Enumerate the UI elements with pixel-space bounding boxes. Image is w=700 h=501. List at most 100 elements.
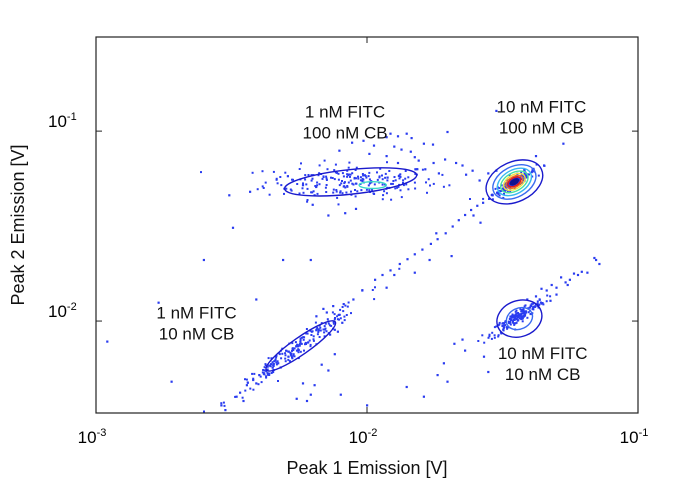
data-point bbox=[497, 193, 500, 196]
data-point bbox=[327, 214, 330, 217]
data-point bbox=[339, 393, 342, 396]
data-point bbox=[157, 301, 160, 304]
data-point bbox=[448, 184, 451, 187]
data-point bbox=[523, 168, 526, 171]
data-point bbox=[493, 334, 496, 337]
data-point bbox=[330, 176, 332, 179]
data-point bbox=[293, 347, 296, 350]
data-point bbox=[508, 181, 511, 184]
data-point bbox=[549, 299, 552, 302]
data-point bbox=[465, 173, 468, 176]
data-point bbox=[317, 329, 320, 332]
data-point bbox=[537, 303, 540, 306]
data-point bbox=[343, 315, 346, 318]
data-point bbox=[325, 179, 328, 181]
data-point bbox=[364, 174, 366, 177]
data-point bbox=[314, 185, 317, 187]
data-point bbox=[306, 200, 309, 203]
data-point bbox=[316, 184, 319, 187]
data-point bbox=[170, 380, 173, 383]
data-point bbox=[394, 179, 397, 182]
data-point bbox=[371, 289, 374, 291]
data-point bbox=[367, 184, 370, 187]
data-point bbox=[318, 172, 321, 175]
data-point bbox=[307, 341, 309, 344]
data-point bbox=[500, 184, 503, 187]
data-point bbox=[305, 399, 309, 403]
data-point bbox=[267, 357, 270, 360]
data-point bbox=[398, 177, 401, 180]
data-point bbox=[530, 303, 533, 306]
data-point bbox=[390, 198, 393, 201]
data-point bbox=[311, 330, 314, 333]
data-point bbox=[305, 328, 308, 330]
data-point bbox=[501, 322, 504, 325]
data-point bbox=[261, 185, 264, 188]
data-point bbox=[513, 177, 516, 180]
data-point bbox=[531, 175, 534, 178]
data-point bbox=[344, 186, 347, 189]
data-point bbox=[337, 172, 340, 175]
contour-line bbox=[505, 306, 534, 331]
data-point bbox=[389, 269, 392, 272]
data-point bbox=[393, 145, 396, 148]
data-point bbox=[476, 204, 479, 207]
data-point bbox=[312, 338, 315, 341]
data-point bbox=[368, 171, 371, 174]
data-point bbox=[425, 181, 427, 184]
contour-line bbox=[496, 299, 543, 338]
data-point bbox=[477, 340, 480, 342]
x-axis-label: Peak 1 Emission [V] bbox=[286, 458, 447, 478]
data-point bbox=[309, 393, 312, 396]
data-point bbox=[318, 164, 321, 167]
data-point bbox=[337, 203, 340, 206]
data-point bbox=[509, 320, 512, 323]
data-point bbox=[305, 343, 307, 345]
data-point bbox=[331, 311, 334, 314]
data-point bbox=[322, 307, 325, 310]
data-point bbox=[332, 191, 335, 194]
data-point bbox=[562, 142, 565, 145]
data-point bbox=[324, 322, 327, 325]
data-point bbox=[402, 179, 405, 182]
data-point bbox=[349, 173, 352, 176]
data-point bbox=[306, 187, 309, 190]
data-point bbox=[295, 397, 298, 400]
data-point bbox=[271, 366, 274, 369]
contour-line bbox=[509, 178, 520, 186]
data-point bbox=[299, 350, 302, 353]
data-point bbox=[503, 324, 506, 327]
data-point bbox=[354, 189, 356, 191]
data-point bbox=[513, 322, 516, 325]
data-point bbox=[280, 357, 283, 360]
data-point bbox=[319, 329, 322, 332]
data-point bbox=[333, 318, 336, 321]
data-point bbox=[294, 341, 297, 344]
data-point bbox=[332, 321, 335, 324]
data-point bbox=[386, 161, 388, 164]
data-point bbox=[351, 182, 354, 185]
data-point bbox=[298, 344, 301, 347]
data-point bbox=[383, 190, 386, 193]
y-tick-label: 10-2 bbox=[48, 301, 77, 321]
data-point bbox=[512, 184, 515, 187]
data-point bbox=[398, 267, 401, 270]
data-point bbox=[422, 142, 425, 145]
data-point bbox=[342, 310, 345, 313]
data-point bbox=[402, 184, 405, 187]
data-point bbox=[516, 312, 519, 315]
data-point bbox=[413, 181, 416, 184]
cluster-label: 1 nM FITC 10 nM CB bbox=[156, 304, 236, 344]
data-point bbox=[413, 253, 416, 256]
data-point bbox=[356, 190, 359, 193]
data-point bbox=[444, 158, 447, 161]
data-point bbox=[519, 308, 522, 311]
data-point bbox=[520, 171, 523, 174]
data-point bbox=[328, 324, 331, 327]
data-point bbox=[513, 319, 516, 321]
data-point bbox=[385, 136, 388, 139]
data-point bbox=[424, 168, 427, 171]
data-point bbox=[497, 334, 500, 337]
data-point bbox=[522, 307, 525, 310]
